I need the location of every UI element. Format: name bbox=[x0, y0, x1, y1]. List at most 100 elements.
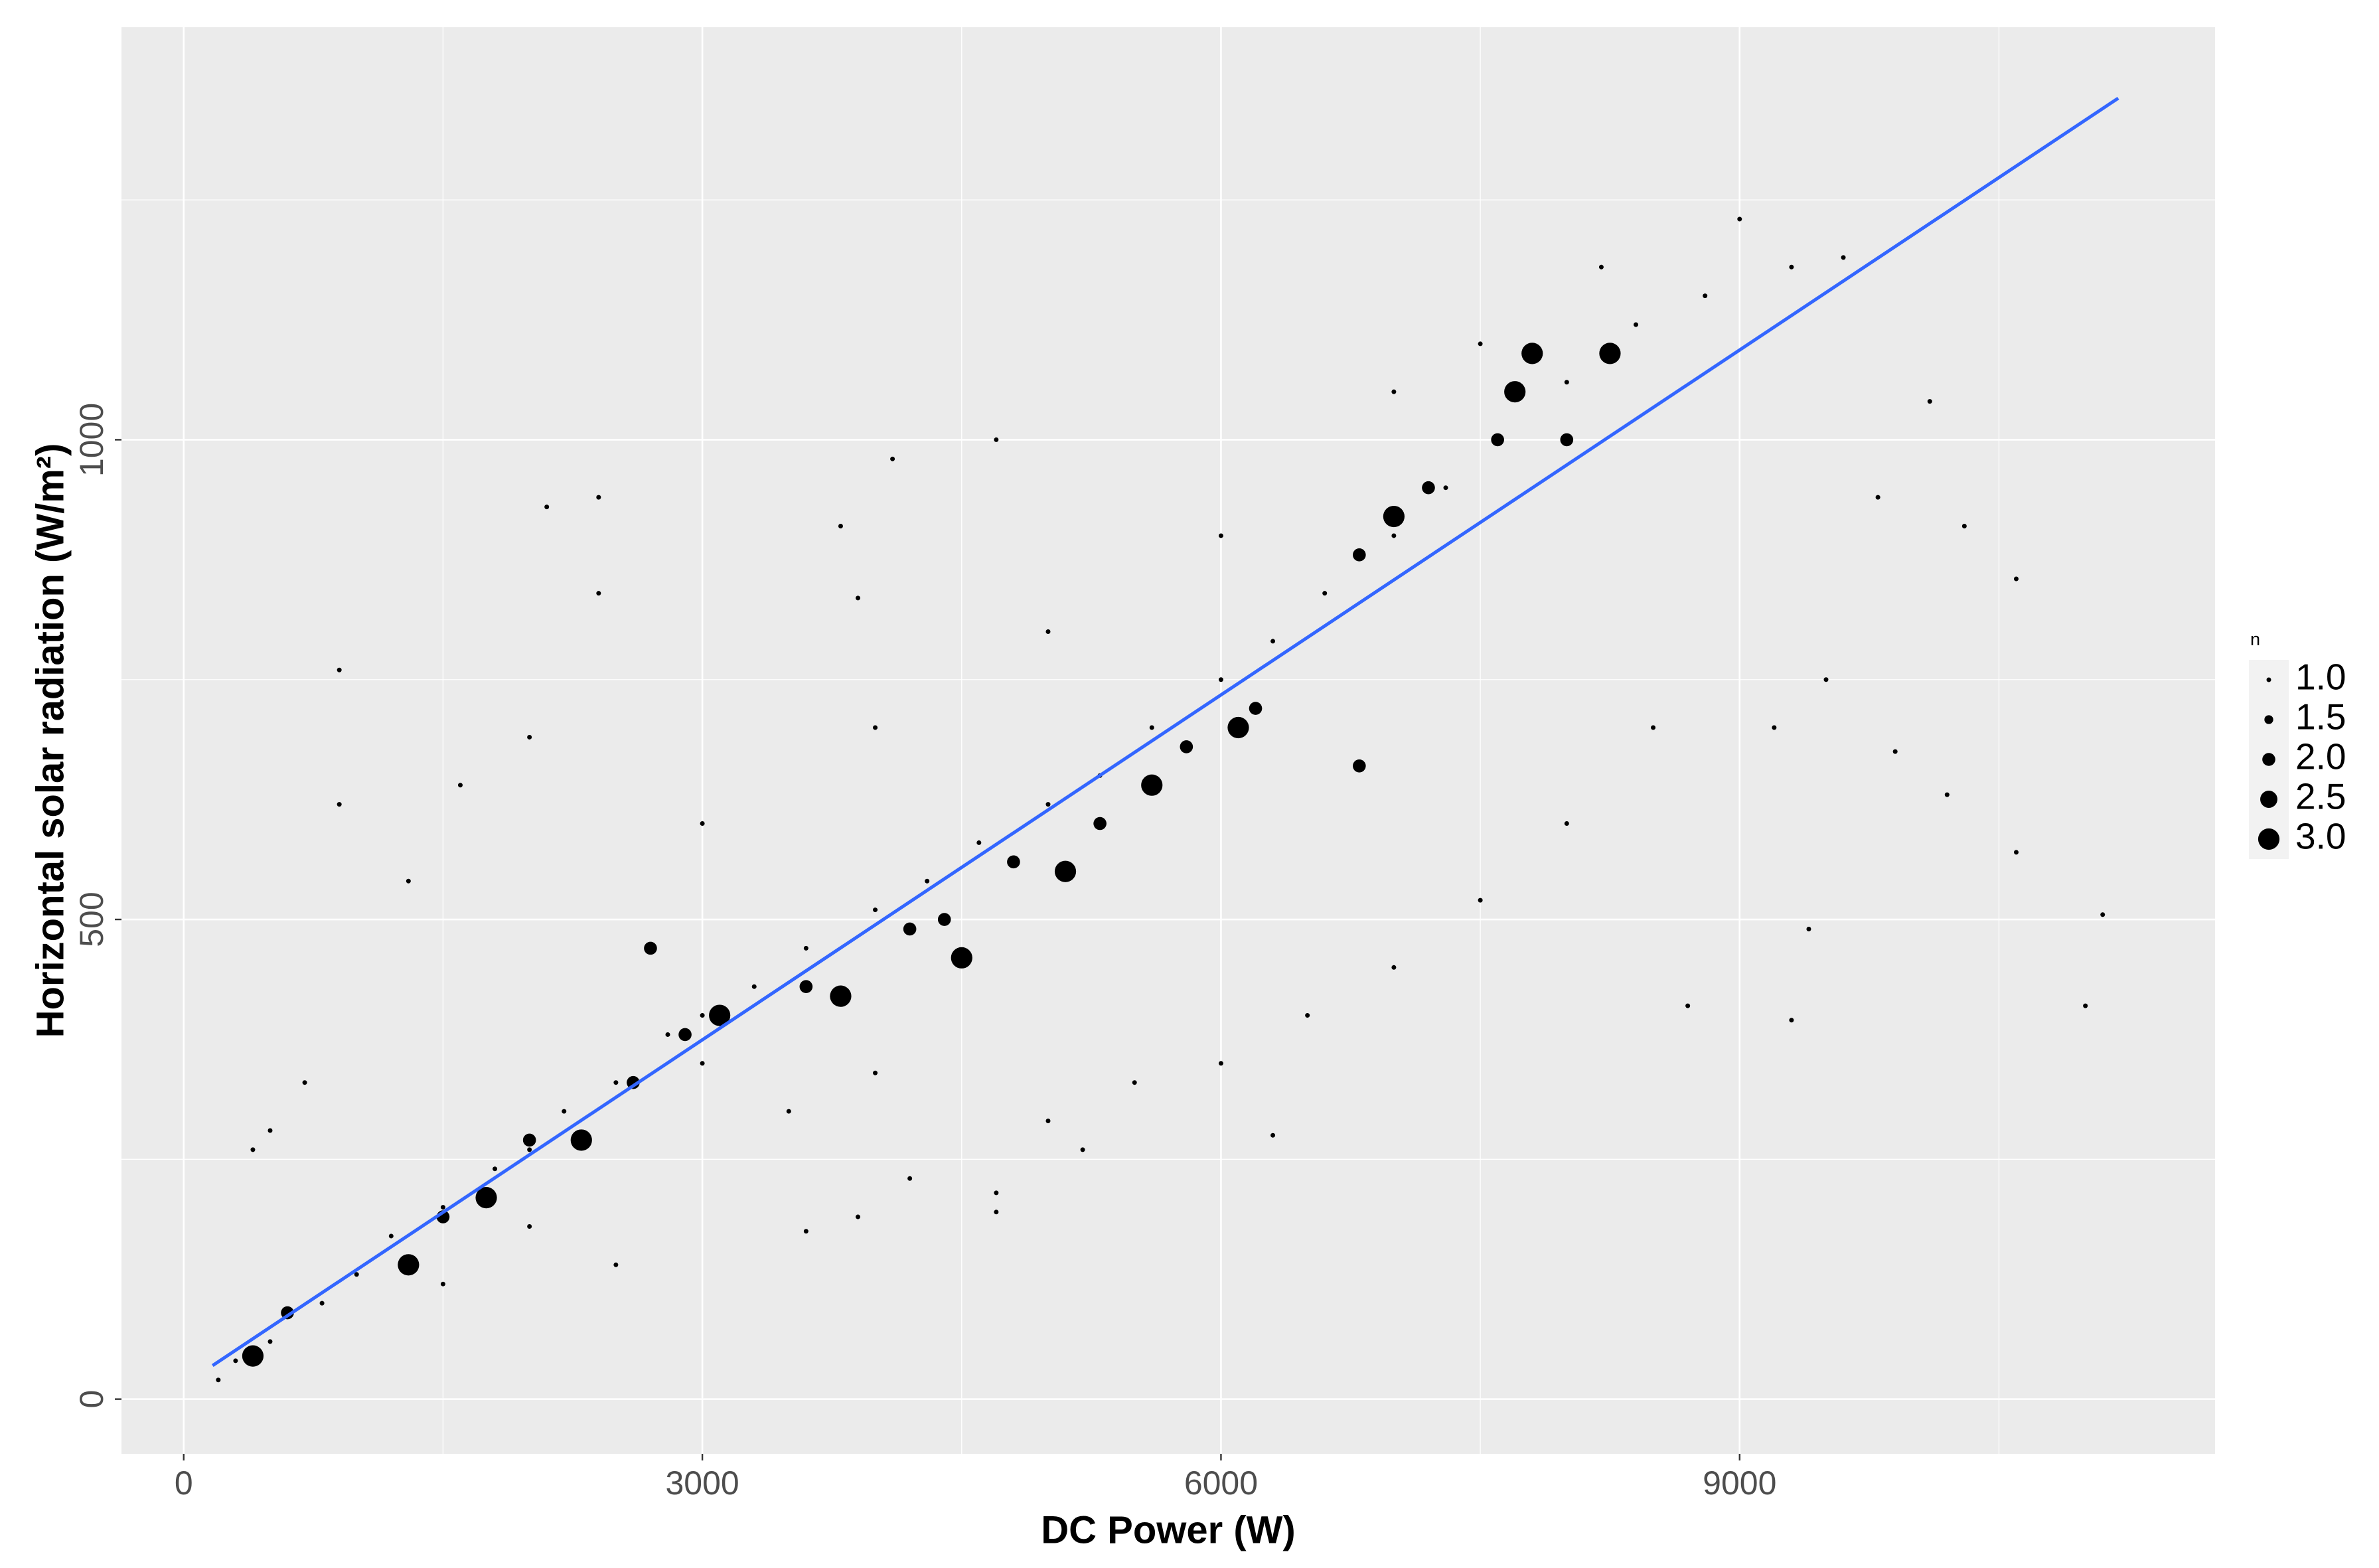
legend-label: 2.5 bbox=[2295, 776, 2346, 817]
point bbox=[337, 667, 342, 672]
point bbox=[1141, 774, 1163, 796]
point bbox=[1305, 1013, 1310, 1018]
legend-symbol bbox=[2260, 791, 2277, 808]
point bbox=[1391, 965, 1397, 970]
point bbox=[1045, 629, 1051, 634]
point bbox=[838, 523, 843, 528]
point bbox=[1352, 759, 1366, 773]
point bbox=[1685, 1003, 1691, 1008]
legend-symbol bbox=[2262, 753, 2275, 766]
point bbox=[700, 1013, 705, 1018]
point bbox=[678, 1028, 692, 1042]
point bbox=[527, 1147, 532, 1152]
point bbox=[951, 947, 972, 969]
point bbox=[890, 456, 895, 461]
point bbox=[1443, 485, 1448, 491]
point bbox=[1560, 433, 1574, 447]
legend-title: n bbox=[2250, 629, 2260, 649]
point bbox=[700, 1061, 705, 1066]
point bbox=[1270, 639, 1276, 644]
point bbox=[1007, 855, 1020, 869]
point bbox=[855, 1214, 860, 1219]
point bbox=[709, 1004, 731, 1026]
point bbox=[1598, 264, 1604, 270]
point bbox=[1352, 548, 1366, 562]
point bbox=[319, 1300, 325, 1306]
point bbox=[786, 1109, 791, 1114]
point bbox=[1504, 381, 1526, 403]
point bbox=[1875, 495, 1880, 500]
point bbox=[1789, 264, 1794, 270]
x-tick-label: 6000 bbox=[1184, 1464, 1258, 1502]
point bbox=[1599, 343, 1621, 364]
point bbox=[1227, 716, 1249, 739]
point bbox=[1478, 898, 1483, 903]
point bbox=[613, 1080, 619, 1085]
point bbox=[1149, 725, 1154, 730]
point bbox=[1422, 481, 1435, 495]
point bbox=[1045, 1119, 1051, 1124]
point bbox=[2100, 912, 2106, 917]
point bbox=[803, 1229, 808, 1234]
point bbox=[527, 1223, 532, 1229]
point bbox=[700, 821, 705, 826]
x-tick-label: 3000 bbox=[665, 1464, 739, 1502]
point bbox=[1218, 533, 1223, 538]
point bbox=[1521, 343, 1543, 364]
point bbox=[216, 1377, 221, 1383]
point bbox=[830, 985, 852, 1007]
point bbox=[337, 802, 342, 807]
point bbox=[1789, 1018, 1794, 1023]
point bbox=[354, 1272, 359, 1277]
y-tick-label: 500 bbox=[73, 892, 110, 947]
point bbox=[1383, 505, 1405, 528]
point bbox=[1054, 860, 1077, 882]
point bbox=[1093, 817, 1107, 830]
point bbox=[562, 1109, 567, 1114]
point bbox=[803, 945, 808, 951]
fit-line bbox=[211, 96, 2119, 1368]
point bbox=[2013, 850, 2019, 855]
point bbox=[994, 437, 999, 442]
point bbox=[493, 1166, 498, 1172]
point bbox=[1249, 702, 1263, 715]
point bbox=[1772, 725, 1777, 730]
point bbox=[644, 941, 657, 955]
point bbox=[1218, 677, 1223, 682]
point bbox=[903, 922, 917, 936]
point bbox=[522, 1133, 536, 1147]
legend-label: 1.0 bbox=[2295, 657, 2346, 698]
point bbox=[440, 1281, 445, 1287]
x-tick-label: 0 bbox=[175, 1464, 193, 1502]
point bbox=[994, 1190, 999, 1196]
point bbox=[406, 878, 411, 884]
point bbox=[925, 878, 930, 884]
point bbox=[1080, 1147, 1085, 1152]
point bbox=[1322, 591, 1328, 596]
point bbox=[1944, 792, 1950, 797]
point bbox=[976, 840, 982, 845]
point bbox=[855, 595, 860, 601]
legend-label: 1.5 bbox=[2295, 696, 2346, 738]
point bbox=[907, 1176, 913, 1181]
point bbox=[613, 1262, 619, 1267]
point bbox=[544, 505, 550, 510]
point bbox=[1961, 523, 1967, 528]
point bbox=[873, 1070, 878, 1075]
point bbox=[937, 913, 951, 926]
point bbox=[440, 1205, 445, 1210]
x-tick-label: 9000 bbox=[1703, 1464, 1776, 1502]
point bbox=[1927, 399, 1932, 404]
point bbox=[527, 734, 532, 740]
point bbox=[1841, 255, 1846, 260]
point bbox=[627, 1075, 640, 1089]
point bbox=[1218, 1061, 1223, 1066]
point bbox=[398, 1254, 420, 1276]
point bbox=[1703, 293, 1708, 299]
point bbox=[388, 1233, 394, 1239]
point bbox=[1823, 677, 1829, 682]
point bbox=[302, 1080, 307, 1085]
point bbox=[1634, 322, 1639, 327]
